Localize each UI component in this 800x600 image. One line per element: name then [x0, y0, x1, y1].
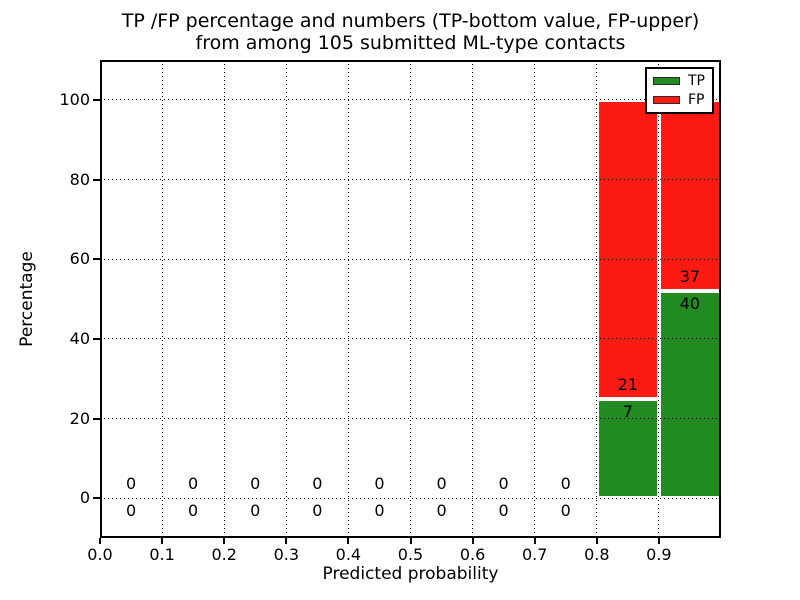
- legend: TP FP: [645, 67, 714, 114]
- y-tick-mark: [93, 497, 100, 500]
- x-tick-mark: [161, 538, 164, 544]
- x-gridline: [410, 60, 411, 538]
- x-tick-label: 0.4: [335, 545, 362, 564]
- plot-frame: [100, 60, 721, 538]
- y-tick-label: 20: [69, 408, 90, 428]
- chart-title-line2: from among 105 submitted ML-type contact…: [195, 32, 626, 54]
- fp-count-label: 0: [188, 474, 199, 494]
- y-tick-label: 40: [69, 328, 90, 348]
- x-gridline: [347, 60, 349, 538]
- fp-count-label: 0: [250, 474, 261, 494]
- tp-count-label: 0: [436, 501, 447, 521]
- x-tick-label: 0.0: [87, 545, 113, 564]
- y-axis-label: Percentage: [17, 251, 37, 347]
- x-tick-mark: [657, 538, 660, 544]
- fp-count-label: 0: [560, 474, 571, 494]
- x-tick-label: 0.3: [273, 545, 300, 564]
- x-gridline: [161, 60, 163, 538]
- tp-bar-segment: [596, 398, 659, 499]
- fp-legend-swatch-icon: [653, 96, 680, 104]
- y-tick-label: 60: [69, 249, 90, 269]
- x-tick-mark: [471, 538, 474, 544]
- x-tick-label: 0.1: [149, 545, 175, 564]
- x-tick-mark: [595, 538, 598, 544]
- x-tick-mark: [223, 538, 226, 544]
- fp-count-label: 0: [498, 474, 509, 494]
- fp-count-label: 0: [374, 474, 385, 494]
- y-tick-label: 100: [59, 89, 90, 109]
- x-axis-label: Predicted probability: [322, 564, 499, 584]
- y-tick-mark: [93, 417, 100, 420]
- fp-count-label: 0: [312, 474, 323, 494]
- x-tick-mark: [409, 538, 412, 544]
- fp-bar-segment: [596, 99, 659, 399]
- x-tick-label: 0.7: [521, 545, 548, 564]
- y-tick-label: 0: [79, 488, 90, 508]
- x-tick-mark: [99, 538, 101, 544]
- x-tick-label: 0.5: [397, 545, 424, 564]
- x-tick-label: 0.2: [211, 545, 237, 564]
- x-tick-mark: [347, 538, 350, 544]
- x-tick-mark: [533, 538, 536, 544]
- tp-count-label: 0: [560, 501, 571, 521]
- y-tick-mark: [93, 258, 100, 261]
- x-tick-label: 0.9: [646, 545, 672, 564]
- x-gridline: [534, 60, 536, 538]
- legend-label-fp: FP: [688, 92, 705, 108]
- tp-legend-swatch-icon: [653, 77, 680, 85]
- fp-count-label: 37: [679, 267, 701, 287]
- tp-count-label: 7: [622, 401, 633, 421]
- legend-item-fp: FP: [653, 92, 706, 108]
- x-gridline: [472, 60, 474, 538]
- fp-count-label: 21: [617, 374, 639, 394]
- chart-title-line1: TP /FP percentage and numbers (TP-bottom…: [121, 10, 700, 32]
- tp-count-label: 40: [679, 294, 701, 314]
- y-tick-mark: [93, 98, 100, 101]
- tp-count-label: 0: [188, 501, 199, 521]
- x-tick-label: 0.8: [584, 545, 610, 564]
- tp-count-label: 0: [498, 501, 509, 521]
- x-gridline: [285, 60, 287, 538]
- fp-count-label: 0: [125, 474, 137, 494]
- tp-count-label: 0: [250, 501, 261, 521]
- fp-count-label: 0: [436, 474, 447, 494]
- chart-title: TP /FP percentage and numbers (TP-bottom…: [100, 10, 721, 54]
- tp-count-label: 0: [312, 501, 323, 521]
- legend-label-tp: TP: [688, 73, 705, 89]
- x-tick-mark: [285, 538, 288, 544]
- y-tick-mark: [93, 337, 100, 340]
- x-gridline: [596, 60, 598, 538]
- x-gridline: [223, 60, 225, 538]
- tp-count-label: 0: [125, 501, 137, 521]
- tp-bar-segment: [658, 291, 721, 499]
- legend-item-tp: TP: [653, 73, 706, 89]
- x-gridline: [658, 60, 660, 538]
- y-tick-mark: [93, 178, 100, 181]
- y-tick-label: 80: [69, 169, 90, 189]
- tp-count-label: 0: [374, 501, 385, 521]
- x-tick-label: 0.6: [459, 545, 486, 564]
